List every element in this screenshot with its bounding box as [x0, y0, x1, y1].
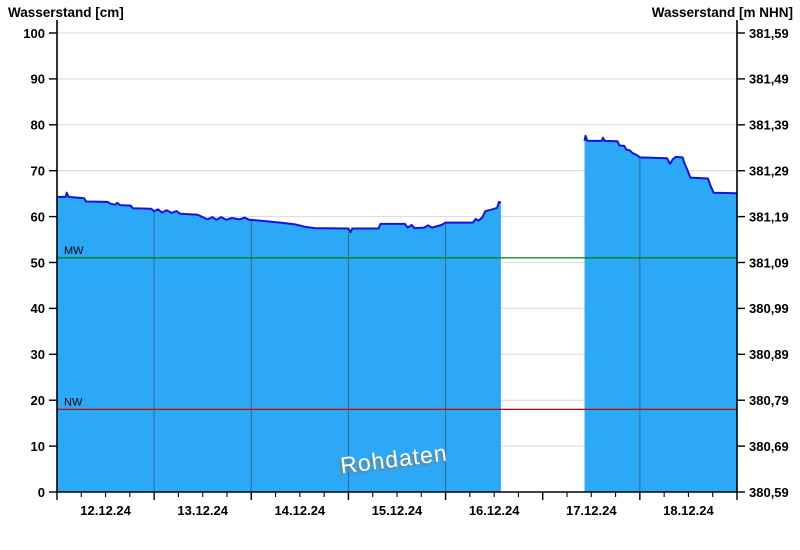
y-left-tick-label: 50 — [31, 255, 45, 270]
x-date-tick-label: 13.12.24 — [177, 503, 228, 518]
x-date-tick-label: 18.12.24 — [663, 503, 714, 518]
y-left-tick-label: 20 — [31, 393, 45, 408]
y-right-tick-label: 381,09 — [749, 255, 789, 270]
y-left-tick-label: 40 — [31, 301, 45, 316]
y-left-tick-label: 80 — [31, 118, 45, 133]
y-right-tick-label: 381,19 — [749, 209, 789, 224]
ref-label-mw: MW — [64, 245, 84, 257]
area-fill-segment — [584, 135, 737, 493]
x-date-tick-label: 14.12.24 — [275, 503, 326, 518]
y-left-tick-label: 0 — [38, 485, 45, 500]
y-left-tick-label: 100 — [23, 26, 45, 41]
water-level-area-series — [57, 134, 738, 493]
y-right-tick-label: 381,29 — [749, 164, 789, 179]
ref-label-nw: NW — [64, 396, 83, 408]
y-axis-ticks-and-labels: 0 380,59 10 380,69 20 380,79 30 380,89 40 380,99 5… — [23, 26, 788, 500]
y-right-tick-label: 381,59 — [749, 26, 789, 41]
right-axis-title: Wasserstand [m NHN] — [651, 5, 793, 20]
day-boundary-gridlines — [153, 158, 641, 492]
left-axis-title: Wasserstand [cm] — [8, 5, 124, 20]
x-axis-ticks-and-labels: 12.12.24 13.12.24 14.12.24 15.12.24 16.12.24… — [56, 492, 738, 518]
y-right-tick-label: 380,59 — [749, 485, 789, 500]
x-date-tick-label: 15.12.24 — [372, 503, 423, 518]
y-left-tick-label: 30 — [31, 347, 45, 362]
x-date-tick-label: 16.12.24 — [469, 503, 520, 518]
y-right-tick-label: 380,69 — [749, 439, 789, 454]
y-right-tick-label: 380,99 — [749, 301, 789, 316]
y-left-tick-label: 10 — [31, 439, 45, 454]
y-right-tick-label: 381,39 — [749, 118, 789, 133]
y-left-tick-label: 60 — [31, 209, 45, 224]
x-date-tick-label: 17.12.24 — [566, 503, 617, 518]
area-top-line-segment — [583, 134, 738, 195]
area-top-line-segment — [57, 191, 502, 234]
y-right-tick-label: 380,89 — [749, 347, 789, 362]
y-right-tick-label: 381,49 — [749, 72, 789, 87]
y-left-tick-label: 90 — [31, 72, 45, 87]
area-fill-segment — [57, 192, 501, 492]
x-date-tick-label: 12.12.24 — [80, 503, 131, 518]
y-right-tick-label: 380,79 — [749, 393, 789, 408]
reference-lines: MW NW — [57, 245, 737, 411]
y-left-tick-label: 70 — [31, 164, 45, 179]
